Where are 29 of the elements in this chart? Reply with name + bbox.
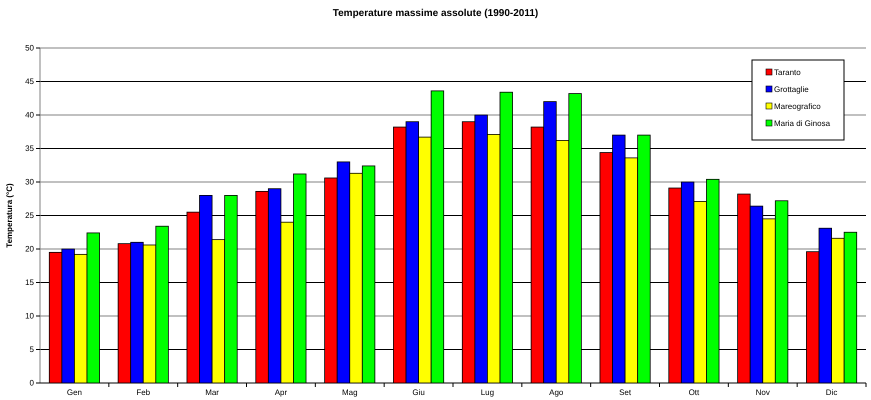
x-tick-label: Apr	[274, 388, 288, 397]
x-tick-label: Lug	[480, 388, 494, 397]
y-tick-label: 45	[25, 77, 35, 86]
x-tick-label: Feb	[136, 388, 151, 397]
x-tick-label: Set	[619, 388, 632, 397]
y-tick-label: 25	[25, 211, 35, 220]
y-tick-label: 15	[25, 278, 35, 288]
x-tick-label: Gen	[66, 388, 82, 397]
x-tick-label: Dic	[826, 388, 838, 397]
legend-label: Mareografico	[774, 102, 822, 111]
x-tick-label: Giu	[412, 388, 425, 397]
y-tick-label: 5	[30, 345, 35, 354]
x-tick-label: Ott	[688, 388, 700, 397]
y-axis-title: Temperatura (°C)	[5, 182, 14, 248]
x-tick-label: Ago	[549, 388, 564, 397]
x-tick-label: Mar	[205, 388, 220, 397]
y-tick-label: 20	[25, 244, 35, 254]
legend-label: Taranto	[774, 68, 802, 77]
y-tick-label: 0	[30, 378, 35, 388]
y-tick-label: 50	[25, 44, 35, 53]
chart-title: Temperature massime assolute (1990-2011)	[332, 8, 538, 19]
legend-label: Maria di Ginosa	[774, 119, 831, 128]
x-tick-label: Mag	[342, 388, 358, 397]
y-tick-label: 35	[25, 144, 35, 154]
y-tick-label: 10	[25, 312, 35, 321]
x-tick-label: Nov	[756, 388, 770, 397]
y-tick-label: 30	[25, 178, 35, 187]
y-tick-label: 40	[25, 110, 35, 120]
legend-label: Grottaglie	[774, 85, 810, 94]
